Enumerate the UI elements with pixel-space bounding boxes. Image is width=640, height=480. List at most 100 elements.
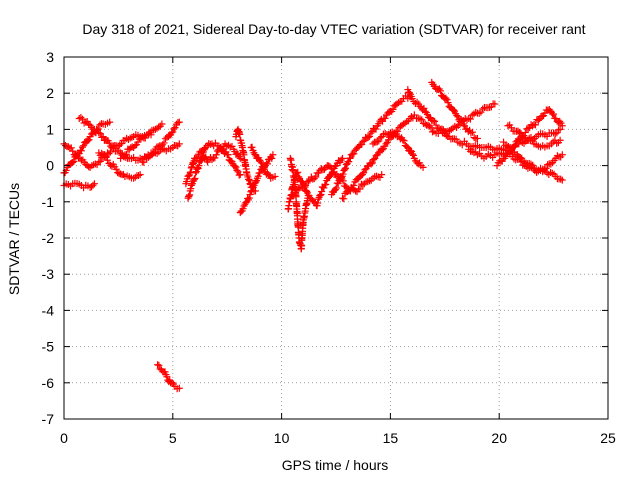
data-point — [257, 159, 265, 167]
y-tick-label: -7 — [42, 411, 55, 427]
data-point — [268, 154, 276, 162]
data-point — [312, 173, 320, 181]
x-tick-label: 5 — [169, 430, 177, 446]
data-point — [350, 181, 358, 189]
data-point — [389, 105, 397, 113]
data-point — [69, 147, 77, 155]
data-point — [345, 187, 353, 195]
data-point — [256, 157, 264, 165]
data-point — [175, 118, 183, 126]
data-point — [168, 379, 176, 387]
data-point — [211, 154, 219, 162]
data-point — [169, 128, 177, 136]
data-point — [90, 180, 98, 188]
data-point — [304, 177, 312, 185]
data-point — [361, 166, 369, 174]
data-point — [470, 134, 478, 142]
data-point — [477, 108, 485, 116]
data-point — [106, 118, 114, 126]
data-point — [248, 143, 256, 151]
data-point — [491, 100, 499, 108]
data-point — [318, 188, 326, 196]
data-point — [294, 168, 302, 176]
data-point — [199, 152, 207, 160]
data-point — [341, 165, 349, 173]
data-point — [372, 125, 380, 133]
data-point — [175, 384, 183, 392]
data-point — [193, 165, 201, 173]
data-point — [378, 171, 386, 179]
data-point — [304, 194, 312, 202]
data-point — [339, 194, 347, 202]
data-point — [121, 151, 129, 159]
y-tick-label: -5 — [42, 339, 55, 355]
data-point — [106, 148, 114, 156]
x-tick-label: 0 — [60, 430, 68, 446]
data-point — [429, 117, 437, 125]
data-point — [332, 184, 340, 192]
data-point — [77, 147, 85, 155]
data-point — [356, 185, 364, 193]
series-track-x — [493, 105, 566, 170]
data-point — [70, 157, 78, 165]
series-track-h — [154, 361, 183, 393]
data-point — [420, 104, 428, 112]
series-track-z — [504, 121, 564, 151]
y-tick-label: -1 — [42, 194, 55, 210]
data-point — [192, 154, 200, 162]
series-track-o — [286, 154, 312, 253]
data-point — [251, 150, 259, 158]
data-point — [418, 116, 426, 124]
data-point — [473, 134, 481, 142]
data-point — [370, 156, 378, 164]
data-point — [342, 164, 350, 172]
data-point — [265, 171, 273, 179]
data-point — [105, 139, 113, 147]
series-track-p — [288, 162, 386, 199]
data-point — [95, 129, 103, 137]
data-point — [67, 144, 75, 152]
data-point — [269, 151, 277, 159]
data-point — [101, 152, 109, 160]
data-point — [295, 173, 303, 181]
data-point — [85, 163, 93, 171]
data-point — [458, 141, 466, 149]
data-point — [310, 175, 318, 183]
data-point — [170, 125, 178, 133]
grid-lines — [64, 57, 608, 419]
data-point — [316, 191, 324, 199]
data-point — [450, 106, 458, 114]
data-point — [408, 95, 416, 103]
data-point — [263, 160, 271, 168]
data-point — [327, 164, 335, 172]
data-point — [302, 181, 310, 189]
data-point — [375, 137, 383, 145]
data-point — [247, 188, 255, 196]
y-axis-label: SDTVAR / TECUs — [6, 183, 22, 295]
series-track-j — [184, 139, 244, 202]
data-point — [168, 129, 176, 137]
data-point — [410, 111, 418, 119]
data-point — [77, 113, 85, 121]
data-point — [236, 171, 244, 179]
data-point — [96, 157, 104, 165]
data-point — [558, 122, 566, 130]
data-point — [155, 361, 163, 369]
data-point — [403, 118, 411, 126]
data-point — [192, 169, 200, 177]
data-point — [320, 184, 328, 192]
data-point — [105, 150, 113, 158]
y-tick-label: -4 — [42, 302, 55, 318]
data-point — [334, 180, 342, 188]
x-tick-label: 25 — [600, 430, 616, 446]
data-point — [547, 160, 555, 168]
data-point — [558, 176, 566, 184]
data-point — [256, 169, 264, 177]
data-point — [271, 172, 279, 180]
data-point — [558, 151, 566, 159]
data-point — [317, 191, 325, 199]
data-point — [531, 121, 539, 129]
data-point — [416, 115, 424, 123]
data-point — [148, 150, 156, 158]
